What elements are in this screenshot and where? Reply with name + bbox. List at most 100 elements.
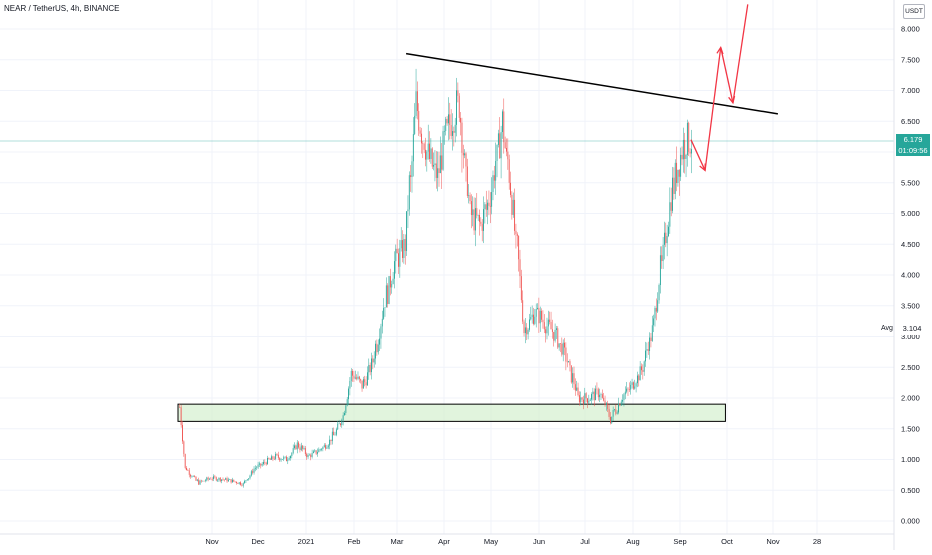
x-tick-label: Nov — [205, 537, 219, 546]
candle-body — [314, 450, 316, 452]
candle-body — [677, 169, 679, 183]
candle-body — [384, 307, 386, 308]
candle-body — [488, 202, 490, 206]
candle-body — [684, 139, 686, 159]
candle-body — [352, 370, 354, 376]
candle-body — [442, 131, 444, 170]
candle-body — [452, 131, 453, 136]
candle-body — [477, 214, 479, 216]
candle-body — [672, 177, 673, 211]
candle-body — [581, 397, 583, 400]
candle-body — [551, 329, 553, 332]
candle-body — [636, 375, 638, 384]
candle-body — [353, 375, 355, 379]
candle-body — [643, 361, 645, 372]
candle-body — [329, 439, 331, 446]
candle-body — [676, 162, 678, 183]
candle-body — [230, 479, 232, 483]
candle-body — [404, 239, 406, 251]
candle-body — [434, 163, 436, 165]
candle-body — [541, 310, 543, 320]
candle-body — [665, 232, 667, 244]
candle-body — [550, 322, 552, 330]
candle-body — [426, 151, 428, 160]
candle-body — [379, 338, 381, 345]
candle-body — [686, 122, 688, 155]
candle-body — [315, 450, 317, 454]
x-tick-label: Sep — [673, 537, 686, 546]
candle-body — [348, 388, 349, 400]
candle-body — [565, 347, 567, 362]
candle-body — [310, 454, 312, 457]
candle-body — [456, 90, 457, 125]
candle-body — [469, 195, 471, 202]
candle-body — [631, 382, 633, 385]
candle-body — [311, 453, 313, 457]
x-tick-label: Apr — [438, 537, 450, 546]
candle-body — [441, 155, 443, 170]
candle-body — [646, 349, 648, 351]
candle-body — [678, 169, 680, 177]
candle-body — [604, 400, 606, 406]
candle-body — [263, 462, 264, 465]
bar-countdown: 01:09:56 — [898, 146, 928, 155]
candle-body — [354, 377, 356, 379]
x-tick-label: Feb — [348, 537, 361, 546]
candle-body — [204, 480, 206, 482]
candle-body — [234, 481, 236, 483]
candle-body — [491, 191, 493, 207]
candle-body — [641, 366, 642, 371]
candle-body — [632, 382, 634, 389]
candle-body — [257, 464, 259, 468]
y-tick-label: 0.500 — [901, 486, 920, 495]
candle-body — [261, 464, 263, 466]
candle-body — [264, 462, 266, 463]
candle-body — [223, 479, 225, 481]
candle-body — [241, 484, 243, 486]
candle-body — [489, 205, 491, 207]
candle-body — [360, 379, 362, 381]
candle-body — [191, 476, 193, 477]
candle-body — [252, 471, 254, 473]
candle-body — [416, 91, 418, 112]
candle-body — [630, 384, 632, 390]
candle-body — [408, 175, 410, 210]
candle-body — [254, 468, 256, 469]
support-zone — [177, 403, 726, 422]
candle-body — [344, 412, 345, 416]
y-tick-label: 3.000 — [901, 332, 920, 341]
candle-body — [558, 343, 560, 348]
candle-body — [260, 463, 262, 466]
candle-body — [427, 143, 429, 152]
candle-body — [470, 201, 472, 215]
candle-body — [387, 285, 389, 304]
y-tick-label: 6.500 — [901, 117, 920, 126]
candle-body — [659, 255, 661, 286]
candle-body — [214, 476, 216, 478]
candle-body — [199, 480, 201, 485]
candle-body — [425, 149, 426, 160]
candle-body — [454, 124, 456, 133]
candle-body — [443, 131, 445, 132]
candle-body — [325, 445, 327, 449]
candle-body — [673, 177, 675, 194]
candle-body — [276, 453, 278, 455]
candle-body — [484, 204, 486, 210]
axis-unit-button[interactable]: USDT — [903, 4, 925, 19]
candle-body — [568, 361, 570, 363]
candle-body — [608, 408, 610, 417]
candle-body — [464, 153, 466, 156]
candle-body — [485, 204, 487, 210]
candle-body — [231, 479, 233, 483]
candle-body — [335, 429, 337, 435]
candle-body — [618, 403, 619, 413]
candle-body — [570, 365, 572, 383]
x-tick-label: 2021 — [298, 537, 315, 546]
candle-body — [593, 391, 595, 401]
candle-body — [647, 349, 649, 351]
candle-body — [619, 403, 621, 406]
candle-body — [599, 394, 601, 398]
chart-title: NEAR / TetherUS, 4h, BINANCE — [4, 4, 120, 13]
candle-body — [206, 477, 208, 481]
